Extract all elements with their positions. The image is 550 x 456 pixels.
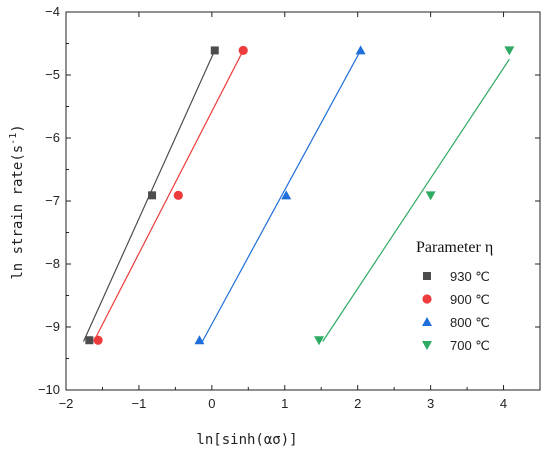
x-tick-label: 3 <box>427 396 434 411</box>
x-tick-label: 1 <box>281 396 288 411</box>
x-tick-label: −1 <box>132 396 147 411</box>
fit-line <box>201 50 362 342</box>
legend-label: 800 ℃ <box>450 315 490 330</box>
x-tick-label: 2 <box>354 396 361 411</box>
data-point <box>238 45 248 56</box>
data-point <box>85 336 94 345</box>
legend-title: Parameter η <box>416 239 493 256</box>
y-axis-label: ln strain rate(s-1) <box>8 124 26 279</box>
legend-marker <box>422 317 432 326</box>
legend-marker <box>423 272 431 280</box>
x-axis-label: ln[sinh(ασ)] <box>196 432 297 448</box>
y-tick-label: −5 <box>45 67 60 82</box>
data-points <box>85 45 515 346</box>
y-axis-label-superscript: -1 <box>8 133 19 145</box>
data-point <box>210 46 219 55</box>
legend-label: 700 ℃ <box>450 338 490 353</box>
y-axis-label-main: ln strain rate(s <box>10 145 26 280</box>
legend-label: 900 ℃ <box>450 292 490 307</box>
y-tick-label: −9 <box>45 319 60 334</box>
y-axis-label-close: ) <box>10 124 26 132</box>
x-tick-label: 4 <box>500 396 507 411</box>
y-axis-ticks: −10 −9 −8 −7 −6 −5 −4 <box>38 4 540 397</box>
plot-frame <box>65 11 541 391</box>
data-point <box>173 190 183 200</box>
y-tick-label: −8 <box>45 256 60 271</box>
y-tick-label: −4 <box>45 4 60 19</box>
y-tick-label: −6 <box>45 130 60 145</box>
fit-line <box>93 50 244 342</box>
x-tick-label: 0 <box>208 396 215 411</box>
y-tick-label: −10 <box>38 382 60 397</box>
data-point <box>314 336 325 346</box>
legend-marker <box>422 341 432 350</box>
data-point <box>281 190 292 200</box>
legend: Parameter η 930 ℃ 900 ℃ 800 ℃ 700 ℃ <box>416 239 493 353</box>
fit-line <box>322 58 510 342</box>
fit-lines <box>82 50 510 342</box>
data-point <box>425 191 436 201</box>
x-axis-ticks: −2 −1 0 1 2 3 4 <box>59 12 507 411</box>
axes-frame <box>65 11 541 391</box>
data-point <box>148 191 157 200</box>
data-point <box>504 46 515 56</box>
x-tick-label: −2 <box>59 396 74 411</box>
data-point <box>355 45 366 55</box>
legend-label: 930 ℃ <box>450 269 490 284</box>
legend-marker <box>422 294 432 304</box>
data-point <box>93 335 103 345</box>
y-tick-label: −7 <box>45 193 60 208</box>
data-point <box>194 335 205 345</box>
